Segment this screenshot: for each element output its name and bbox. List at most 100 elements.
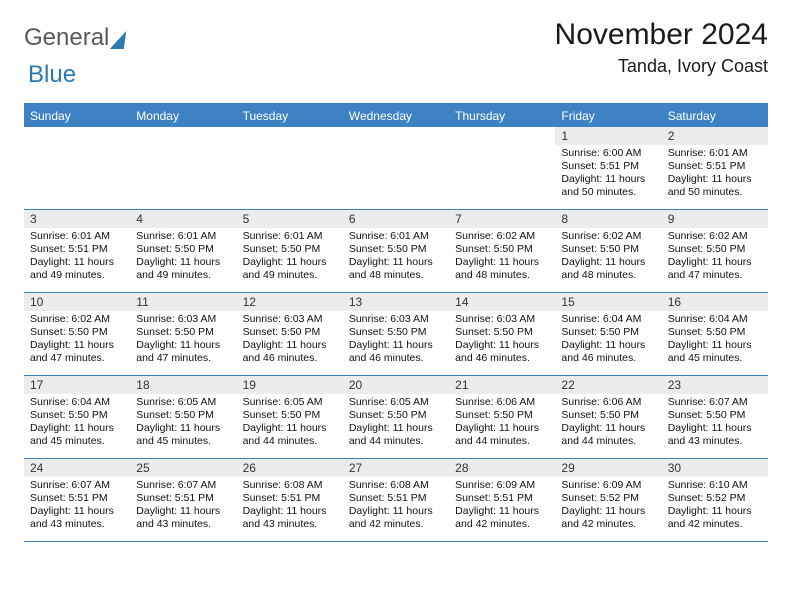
day-number: 8 (555, 210, 661, 228)
sunset-text: Sunset: 5:50 PM (455, 326, 549, 339)
logo-text-blue: Blue (28, 61, 76, 88)
sunset-text: Sunset: 5:51 PM (561, 160, 655, 173)
daylight-text: Daylight: 11 hours and 42 minutes. (668, 505, 762, 531)
sunrise-text: Sunrise: 6:03 AM (243, 313, 337, 326)
calendar-cell: 3Sunrise: 6:01 AMSunset: 5:51 PMDaylight… (24, 210, 130, 292)
day-number: 5 (237, 210, 343, 228)
day-info: Sunrise: 6:07 AMSunset: 5:50 PMDaylight:… (662, 394, 768, 453)
daylight-text: Daylight: 11 hours and 46 minutes. (349, 339, 443, 365)
sunrise-text: Sunrise: 6:04 AM (668, 313, 762, 326)
sunrise-text: Sunrise: 6:03 AM (455, 313, 549, 326)
sunrise-text: Sunrise: 6:07 AM (136, 479, 230, 492)
day-number: 12 (237, 293, 343, 311)
day-number: 7 (449, 210, 555, 228)
logo-text-general: General (24, 24, 109, 52)
sunrise-text: Sunrise: 6:05 AM (136, 396, 230, 409)
sunset-text: Sunset: 5:51 PM (30, 243, 124, 256)
calendar-cell: 5Sunrise: 6:01 AMSunset: 5:50 PMDaylight… (237, 210, 343, 292)
calendar-cell: 18Sunrise: 6:05 AMSunset: 5:50 PMDayligh… (130, 376, 236, 458)
day-number: 29 (555, 459, 661, 477)
day-number: 14 (449, 293, 555, 311)
sunrise-text: Sunrise: 6:01 AM (349, 230, 443, 243)
sunset-text: Sunset: 5:51 PM (349, 492, 443, 505)
day-info: Sunrise: 6:07 AMSunset: 5:51 PMDaylight:… (24, 477, 130, 536)
daylight-text: Daylight: 11 hours and 50 minutes. (668, 173, 762, 199)
daylight-text: Daylight: 11 hours and 48 minutes. (455, 256, 549, 282)
daylight-text: Daylight: 11 hours and 45 minutes. (136, 422, 230, 448)
title-month: November 2024 (555, 18, 768, 52)
day-number: 4 (130, 210, 236, 228)
day-info: Sunrise: 6:09 AMSunset: 5:51 PMDaylight:… (449, 477, 555, 536)
daylight-text: Daylight: 11 hours and 42 minutes. (455, 505, 549, 531)
calendar-cell: 2Sunrise: 6:01 AMSunset: 5:51 PMDaylight… (662, 127, 768, 209)
day-number: 9 (662, 210, 768, 228)
day-info: Sunrise: 6:04 AMSunset: 5:50 PMDaylight:… (662, 311, 768, 370)
week-row: 3Sunrise: 6:01 AMSunset: 5:51 PMDaylight… (24, 210, 768, 293)
calendar-cell (343, 127, 449, 209)
sunset-text: Sunset: 5:50 PM (668, 243, 762, 256)
sunset-text: Sunset: 5:50 PM (349, 243, 443, 256)
sunset-text: Sunset: 5:50 PM (455, 409, 549, 422)
day-number: 22 (555, 376, 661, 394)
day-info: Sunrise: 6:10 AMSunset: 5:52 PMDaylight:… (662, 477, 768, 536)
day-info: Sunrise: 6:08 AMSunset: 5:51 PMDaylight:… (237, 477, 343, 536)
daylight-text: Daylight: 11 hours and 43 minutes. (243, 505, 337, 531)
daylight-text: Daylight: 11 hours and 44 minutes. (455, 422, 549, 448)
dow-thursday: Thursday (449, 105, 555, 127)
day-number: 28 (449, 459, 555, 477)
sunrise-text: Sunrise: 6:09 AM (561, 479, 655, 492)
sunrise-text: Sunrise: 6:02 AM (561, 230, 655, 243)
sunset-text: Sunset: 5:50 PM (30, 326, 124, 339)
day-info: Sunrise: 6:05 AMSunset: 5:50 PMDaylight:… (237, 394, 343, 453)
day-number: 6 (343, 210, 449, 228)
week-row: 1Sunrise: 6:00 AMSunset: 5:51 PMDaylight… (24, 127, 768, 210)
daylight-text: Daylight: 11 hours and 49 minutes. (30, 256, 124, 282)
daylight-text: Daylight: 11 hours and 45 minutes. (668, 339, 762, 365)
dow-header-row: Sunday Monday Tuesday Wednesday Thursday… (24, 105, 768, 127)
sunset-text: Sunset: 5:51 PM (455, 492, 549, 505)
daylight-text: Daylight: 11 hours and 48 minutes. (561, 256, 655, 282)
day-number: 18 (130, 376, 236, 394)
sunset-text: Sunset: 5:50 PM (668, 409, 762, 422)
dow-sunday: Sunday (24, 105, 130, 127)
calendar-cell: 28Sunrise: 6:09 AMSunset: 5:51 PMDayligh… (449, 459, 555, 541)
day-info: Sunrise: 6:03 AMSunset: 5:50 PMDaylight:… (343, 311, 449, 370)
title-block: November 2024 Tanda, Ivory Coast (555, 18, 768, 77)
day-info: Sunrise: 6:00 AMSunset: 5:51 PMDaylight:… (555, 145, 661, 204)
calendar-cell: 30Sunrise: 6:10 AMSunset: 5:52 PMDayligh… (662, 459, 768, 541)
title-location: Tanda, Ivory Coast (555, 56, 768, 77)
calendar-cell: 29 Sunrise: 6:09 AMSunset: 5:52 PMDayligh… (555, 459, 661, 541)
day-number: 27 (343, 459, 449, 477)
day-info: Sunrise: 6:05 AMSunset: 5:50 PMDaylight:… (130, 394, 236, 453)
sunset-text: Sunset: 5:52 PM (561, 492, 655, 505)
day-number: 19 (237, 376, 343, 394)
daylight-text: Daylight: 11 hours and 46 minutes. (243, 339, 337, 365)
calendar-cell: 19Sunrise: 6:05 AMSunset: 5:50 PMDayligh… (237, 376, 343, 458)
dow-friday: Friday (555, 105, 661, 127)
daylight-text: Daylight: 11 hours and 46 minutes. (561, 339, 655, 365)
sunset-text: Sunset: 5:50 PM (561, 409, 655, 422)
day-info: Sunrise: 6:01 AMSunset: 5:50 PMDaylight:… (343, 228, 449, 287)
day-number: 3 (24, 210, 130, 228)
sunrise-text: Sunrise: 6:01 AM (668, 147, 762, 160)
daylight-text: Daylight: 11 hours and 47 minutes. (668, 256, 762, 282)
sunset-text: Sunset: 5:51 PM (668, 160, 762, 173)
day-info: Sunrise: 6:03 AMSunset: 5:50 PMDaylight:… (237, 311, 343, 370)
sunset-text: Sunset: 5:50 PM (243, 409, 337, 422)
sunset-text: Sunset: 5:50 PM (349, 409, 443, 422)
dow-wednesday: Wednesday (343, 105, 449, 127)
day-info: Sunrise: 6:07 AMSunset: 5:51 PMDaylight:… (130, 477, 236, 536)
sunrise-text: Sunrise: 6:08 AM (349, 479, 443, 492)
day-info: Sunrise: 6:01 AMSunset: 5:50 PMDaylight:… (237, 228, 343, 287)
sunset-text: Sunset: 5:50 PM (561, 326, 655, 339)
calendar-cell: 24Sunrise: 6:07 AMSunset: 5:51 PMDayligh… (24, 459, 130, 541)
sunrise-text: Sunrise: 6:05 AM (243, 396, 337, 409)
daylight-text: Daylight: 11 hours and 43 minutes. (668, 422, 762, 448)
calendar-cell: 6Sunrise: 6:01 AMSunset: 5:50 PMDaylight… (343, 210, 449, 292)
calendar-cell: 26Sunrise: 6:08 AMSunset: 5:51 PMDayligh… (237, 459, 343, 541)
sunset-text: Sunset: 5:50 PM (136, 326, 230, 339)
day-info: Sunrise: 6:02 AMSunset: 5:50 PMDaylight:… (662, 228, 768, 287)
daylight-text: Daylight: 11 hours and 42 minutes. (561, 505, 655, 531)
day-number: 15 (555, 293, 661, 311)
day-info: Sunrise: 6:04 AMSunset: 5:50 PMDaylight:… (555, 311, 661, 370)
